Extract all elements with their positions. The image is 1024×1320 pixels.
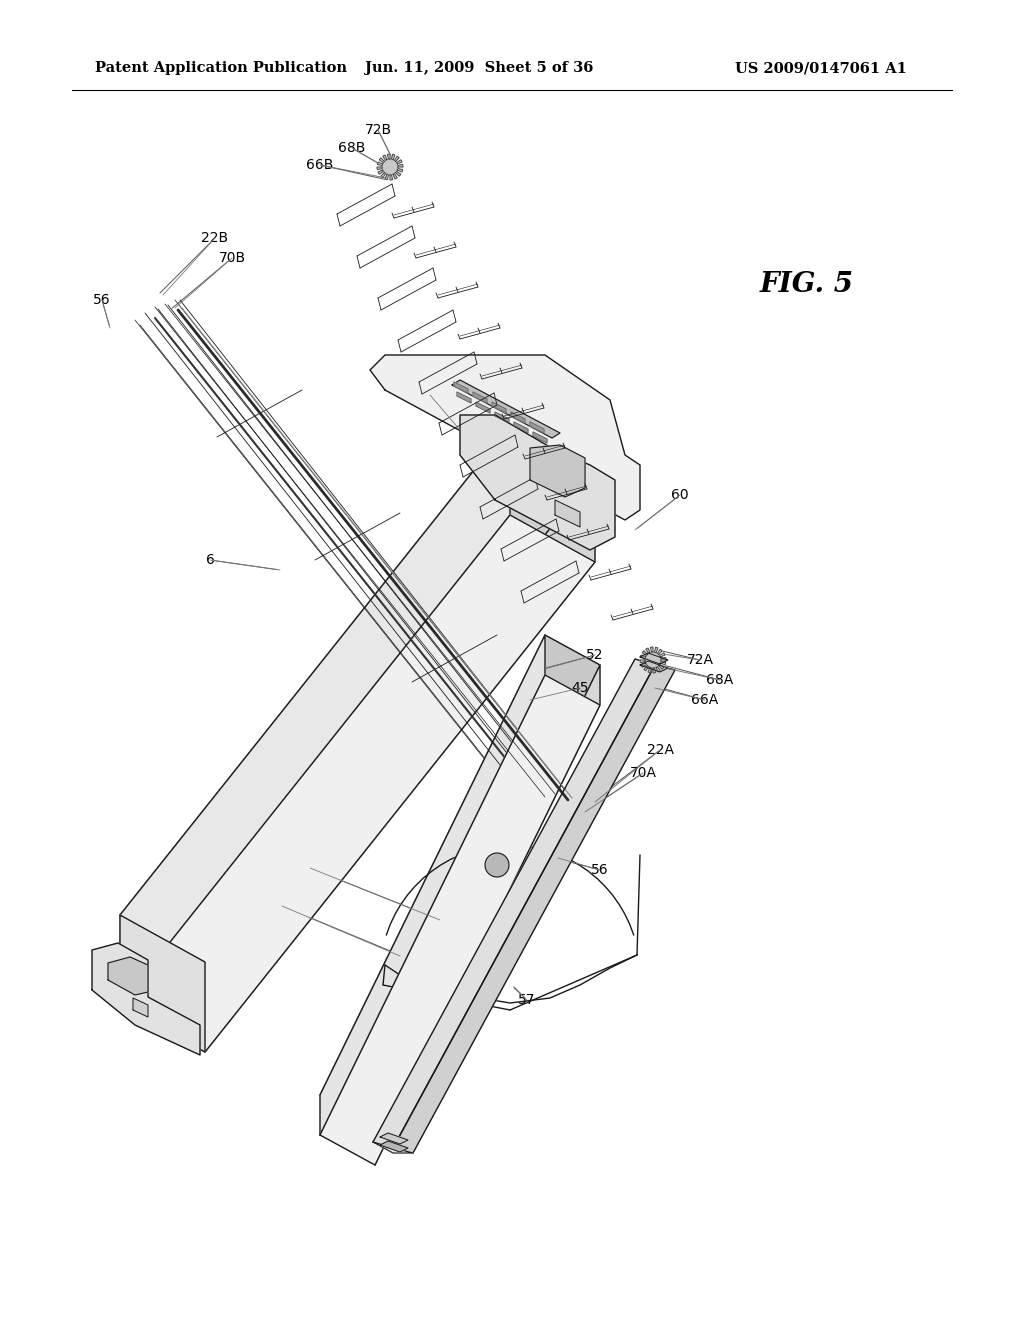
Text: 68B: 68B: [338, 141, 366, 154]
Text: 66B: 66B: [306, 158, 334, 172]
Polygon shape: [370, 355, 640, 520]
Polygon shape: [394, 156, 399, 161]
Polygon shape: [373, 659, 655, 1148]
Text: 66A: 66A: [691, 693, 719, 708]
Text: 57: 57: [518, 993, 536, 1007]
Polygon shape: [397, 169, 402, 172]
Polygon shape: [383, 154, 387, 160]
Polygon shape: [319, 635, 545, 1135]
Polygon shape: [375, 665, 600, 1166]
Polygon shape: [473, 392, 487, 403]
Text: 72B: 72B: [365, 123, 391, 137]
Polygon shape: [319, 635, 600, 1125]
Text: 54: 54: [421, 388, 438, 403]
Polygon shape: [495, 412, 509, 422]
Text: Patent Application Publication: Patent Application Publication: [95, 61, 347, 75]
Polygon shape: [396, 160, 402, 164]
Text: 56: 56: [591, 863, 609, 876]
Polygon shape: [640, 653, 668, 664]
Text: 6: 6: [206, 553, 214, 568]
Text: 60: 60: [671, 488, 689, 502]
Circle shape: [382, 158, 398, 176]
Text: Jun. 11, 2009  Sheet 5 of 36: Jun. 11, 2009 Sheet 5 of 36: [365, 61, 593, 75]
Polygon shape: [92, 942, 200, 1055]
Polygon shape: [648, 668, 651, 673]
Polygon shape: [377, 162, 383, 165]
Polygon shape: [492, 403, 506, 413]
Polygon shape: [641, 663, 646, 667]
Polygon shape: [373, 1142, 413, 1152]
Polygon shape: [391, 154, 395, 160]
Polygon shape: [514, 422, 528, 433]
Polygon shape: [395, 172, 400, 176]
Text: 22B: 22B: [202, 231, 228, 246]
Text: 22A: 22A: [646, 743, 674, 756]
Polygon shape: [120, 915, 205, 1052]
Polygon shape: [120, 425, 510, 1005]
Polygon shape: [454, 381, 468, 393]
Polygon shape: [120, 515, 595, 1052]
Text: 70B: 70B: [218, 251, 246, 265]
Polygon shape: [640, 660, 645, 663]
Polygon shape: [108, 957, 148, 995]
Circle shape: [645, 652, 662, 668]
Text: FIG. 5: FIG. 5: [760, 272, 854, 298]
Polygon shape: [377, 168, 382, 169]
Text: 76: 76: [273, 899, 291, 913]
Polygon shape: [657, 649, 663, 655]
Text: 45: 45: [571, 681, 589, 696]
Polygon shape: [656, 667, 660, 672]
Polygon shape: [133, 998, 148, 1016]
Polygon shape: [476, 403, 490, 413]
Polygon shape: [457, 392, 471, 403]
Polygon shape: [380, 1133, 408, 1144]
Polygon shape: [640, 655, 645, 659]
Polygon shape: [555, 500, 580, 527]
Polygon shape: [319, 675, 600, 1166]
Polygon shape: [511, 412, 525, 422]
Polygon shape: [387, 154, 390, 160]
Polygon shape: [659, 653, 665, 657]
Polygon shape: [205, 473, 595, 1052]
Circle shape: [485, 853, 509, 876]
Polygon shape: [398, 165, 403, 168]
Polygon shape: [658, 664, 664, 669]
Polygon shape: [646, 648, 650, 653]
Polygon shape: [654, 647, 658, 652]
Polygon shape: [642, 651, 647, 656]
Polygon shape: [452, 380, 560, 438]
Polygon shape: [120, 425, 595, 962]
Polygon shape: [530, 445, 585, 498]
Polygon shape: [393, 174, 397, 180]
Text: 56: 56: [93, 293, 111, 308]
Polygon shape: [534, 432, 547, 444]
Polygon shape: [393, 665, 675, 1152]
Text: 72A: 72A: [686, 653, 714, 667]
Polygon shape: [381, 173, 386, 178]
Text: US 2009/0147061 A1: US 2009/0147061 A1: [735, 61, 907, 75]
Polygon shape: [530, 422, 544, 433]
Polygon shape: [644, 665, 648, 671]
Polygon shape: [653, 668, 655, 673]
Text: 68A: 68A: [707, 673, 733, 686]
Polygon shape: [379, 158, 384, 162]
Polygon shape: [380, 1140, 408, 1152]
Polygon shape: [390, 174, 392, 180]
Text: 52: 52: [587, 648, 604, 663]
Polygon shape: [660, 657, 666, 660]
Polygon shape: [640, 661, 668, 672]
Polygon shape: [378, 170, 383, 174]
Polygon shape: [660, 661, 666, 665]
Polygon shape: [385, 174, 388, 180]
Polygon shape: [460, 414, 615, 550]
Text: 44: 44: [301, 861, 318, 875]
Polygon shape: [650, 647, 653, 652]
Text: 70A: 70A: [630, 766, 656, 780]
